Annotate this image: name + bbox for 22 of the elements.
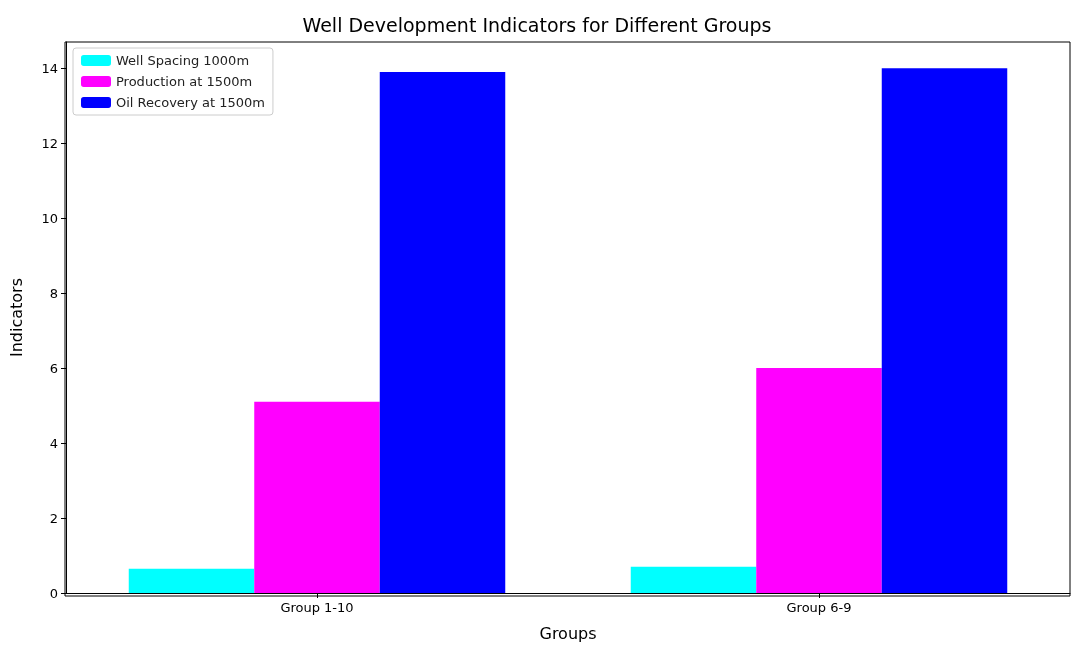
y-tick-label: 2 xyxy=(49,510,58,526)
chart-title: Well Development Indicators for Different Groups xyxy=(302,13,772,36)
y-tick-label: 10 xyxy=(41,210,58,226)
y-tick-label: 6 xyxy=(49,360,58,376)
y-axis-title: Indicators xyxy=(6,277,26,358)
bar xyxy=(630,566,757,593)
bar xyxy=(881,68,1008,593)
y-tick-label: 14 xyxy=(41,60,58,76)
bar xyxy=(128,568,255,593)
x-tick-label: Group 6-9 xyxy=(786,600,852,615)
bar xyxy=(379,71,506,593)
bar xyxy=(254,401,380,593)
y-tick-label: 0 xyxy=(49,585,58,601)
bar xyxy=(756,368,882,593)
y-tick-label: 12 xyxy=(41,135,58,151)
legend-label: Production at 1500m xyxy=(116,74,253,89)
legend-label: Well Spacing 1000m xyxy=(116,53,250,68)
y-tick-label: 8 xyxy=(49,285,58,301)
y-tick-label: 4 xyxy=(49,435,58,451)
x-axis-title: Groups xyxy=(539,623,597,643)
x-tick-label: Group 1-10 xyxy=(280,600,354,615)
legend-label: Oil Recovery at 1500m xyxy=(116,95,265,110)
